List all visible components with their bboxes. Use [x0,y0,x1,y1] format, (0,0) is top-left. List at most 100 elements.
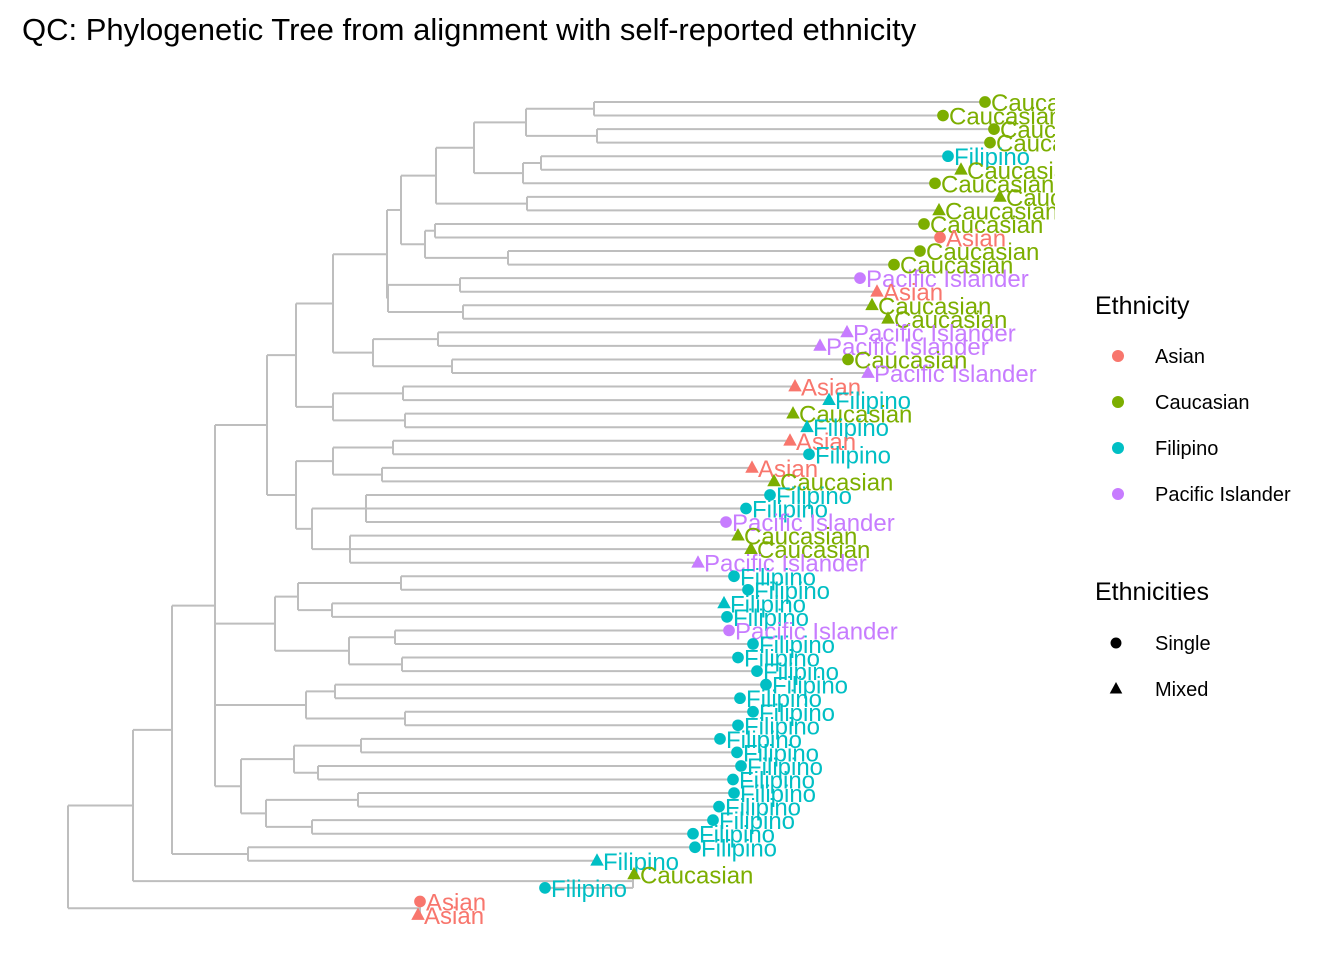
tip-label: Filipino [752,497,828,524]
tip-label: Filipino [744,713,820,740]
tip-marker [742,583,754,596]
tip-marker [979,96,991,108]
legend-swatch [1112,442,1124,454]
tip-marker [720,516,732,528]
tip-label: Caucasian [894,307,1007,334]
tip-marker [740,502,752,515]
tip-marker [934,231,946,244]
tip-label: Filipino [739,768,815,795]
tip-marker [728,787,740,799]
legend-swatch [1112,488,1124,500]
tip-marker [590,853,604,866]
tip-marker [854,272,866,284]
tip-label: Filipino [733,605,809,632]
tip-label: Filipino [754,578,830,605]
tip-label: Caucasian [991,90,1104,117]
legend-shape [1110,637,1122,649]
tip-label: Filipino [747,754,823,781]
tip-label: Filipino [813,415,889,442]
legend-label: Single [1155,633,1211,655]
tip-marker [707,814,719,827]
tip-marker [767,473,781,487]
tip-label: Filipino [743,740,819,767]
tip-marker [728,570,740,583]
tip-label: Asian [758,456,818,483]
tip-marker [717,595,731,609]
tip-label: Caucasian [878,293,991,320]
tip-label: Pacific Islander [732,510,895,537]
tip-marker [842,353,854,366]
tip-label: Caucasian [744,524,857,551]
legend-title-ethnicity: Ethnicity [1095,292,1190,320]
tip-label: Caucasian [1000,117,1113,144]
tip-marker [713,800,725,813]
tip-label: Filipino [603,849,679,876]
tip-label: Caucasian [799,402,912,429]
tip-marker [786,406,800,419]
tip-marker [747,705,759,718]
tip-marker [783,433,797,446]
tip-label: Caucasian [854,347,967,374]
tip-marker [411,907,425,920]
tip-marker [984,136,996,149]
tip-marker [731,528,745,541]
tip-label: Asian [424,903,484,930]
tip-marker [735,760,747,772]
tip-label: Filipino [730,591,806,618]
tip-label: Caucasian [945,198,1058,225]
tip-label: Filipino [776,483,852,510]
tip-marker [914,245,926,257]
tip-label: Filipino [759,632,835,659]
tip-marker [813,338,827,351]
tip-marker [414,895,426,908]
tip-marker [918,218,930,230]
legend-label: Mixed [1155,679,1208,701]
tip-label: Caucasian [780,469,893,496]
tip-label: Pacific Islander [866,266,1029,293]
tip-marker [800,419,814,433]
legend-label: Pacific Islander [1155,484,1291,506]
tip-marker [954,162,968,175]
tip-label: Filipino [551,876,627,903]
tip-marker [747,638,759,650]
tip-marker [764,489,776,501]
tip-label: Caucasian [949,104,1062,131]
tip-label: Filipino [699,822,775,849]
tip-marker [881,311,895,324]
tip-label: Filipino [835,388,911,415]
tip-label: Asian [426,889,486,916]
tip-marker [751,665,763,677]
tip-marker [760,678,772,691]
tip-marker [993,189,1007,202]
chart-title: QC: Phylogenetic Tree from alignment wit… [22,12,917,47]
legend-swatch [1112,350,1124,362]
tip-label: Filipino [725,795,801,822]
tip-label: Filipino [746,686,822,713]
tip-marker [727,773,739,786]
tip-label: Filipino [815,442,891,469]
tip-marker [861,365,875,378]
tip-marker [732,651,744,664]
tip-label: Pacific Islander [853,320,1016,347]
tip-marker [803,448,815,461]
legend-label: Asian [1155,346,1205,368]
tip-label: Caucasian [757,537,870,564]
tip-marker [731,746,743,759]
tip-marker [744,541,758,555]
tip-marker [689,841,701,854]
tip-label: Asian [883,280,943,307]
tip-label: Filipino [740,781,816,808]
tip-label: Caucasian [926,239,1039,266]
tip-label: Filipino [772,673,848,700]
tip-label: Filipino [954,144,1030,171]
tip-label: Caucasian [967,158,1080,185]
tip-label: Caucasian [996,131,1109,158]
tip-label: Pacific Islander [874,361,1037,388]
tip-label: Filipino [759,700,835,727]
tip-marker [822,392,836,405]
legend-shape [1109,682,1123,694]
tip-marker [870,284,884,297]
tip-marker [929,177,941,190]
tip-marker [840,324,854,338]
tip-label: Caucasian [930,212,1043,239]
